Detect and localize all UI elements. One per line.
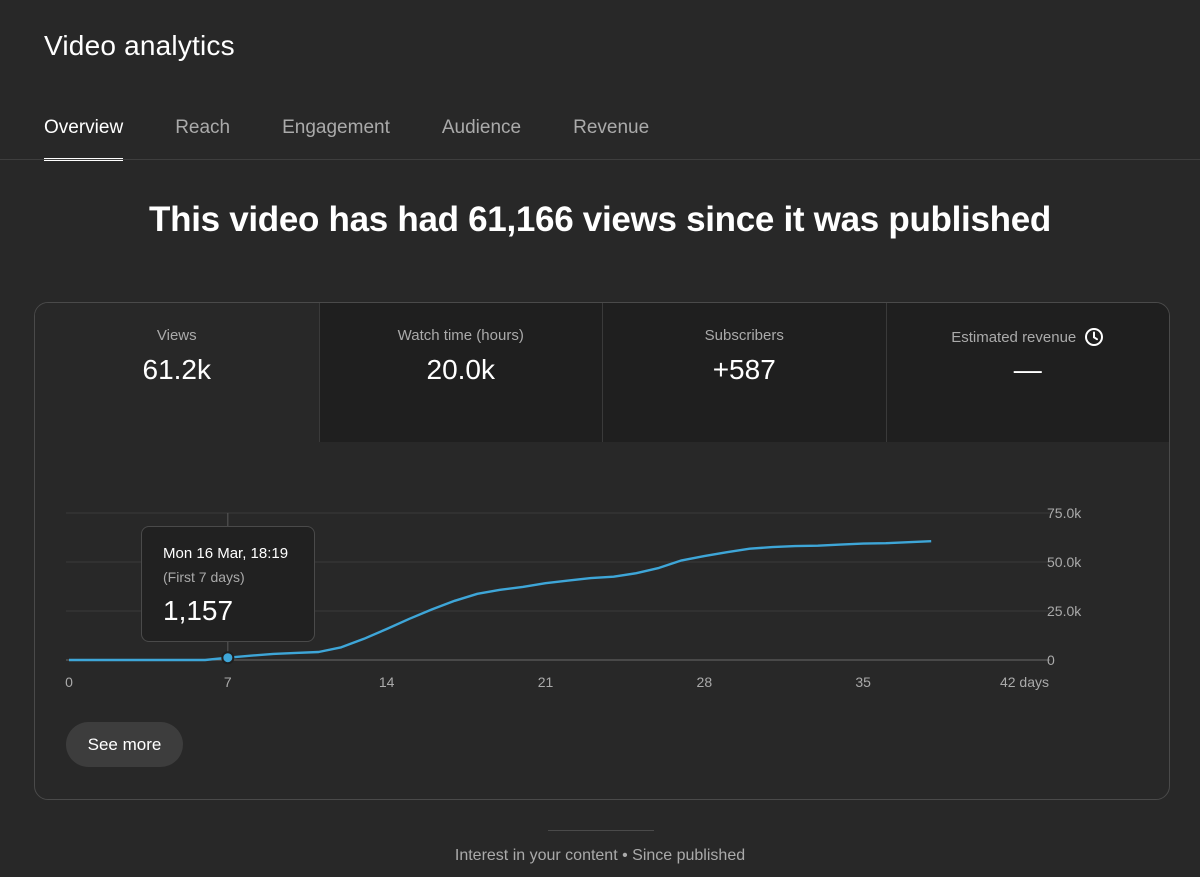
x-tick-label: 42 days — [1000, 674, 1049, 690]
tab-audience[interactable]: Audience — [441, 117, 522, 138]
tab-engagement[interactable]: Engagement — [282, 117, 390, 138]
tab-revenue[interactable]: Revenue — [573, 117, 650, 138]
highlight-point — [221, 651, 235, 665]
tooltip-value: 1,157 — [163, 595, 234, 626]
x-tick-label: 0 — [65, 674, 73, 690]
metric-value: +587 — [712, 354, 776, 385]
y-tick-label: 75.0k — [1047, 505, 1082, 521]
metric-tabs: Views 61.2k Watch time (hours) 20.0k Sub… — [35, 303, 1169, 442]
metric-views[interactable]: Views 61.2k — [35, 303, 319, 442]
metric-subscribers[interactable]: Subscribers +587 — [602, 303, 886, 442]
tooltip-subtitle: (First 7 days) — [163, 569, 245, 585]
metric-label: Subscribers — [704, 327, 784, 344]
metric-watch-time[interactable]: Watch time (hours) 20.0k — [318, 303, 602, 442]
metric-value: — — [1013, 354, 1042, 385]
y-tick-label: 50.0k — [1047, 554, 1082, 570]
series-line-views — [69, 540, 932, 662]
y-tick-label: 0 — [1047, 652, 1055, 668]
metric-label: Watch time (hours) — [397, 327, 524, 344]
chart-tooltip: Mon 16 Mar, 18:19 (First 7 days) 1,157 — [141, 526, 315, 642]
views-headline: This video has had 61,166 views since it… — [149, 200, 1051, 239]
tab-reach[interactable]: Reach — [175, 117, 231, 138]
tab-overview[interactable]: Overview — [44, 108, 124, 161]
x-tick-label: 28 — [697, 674, 713, 690]
tab-bar: Overview Reach Engagement Audience Reven… — [44, 108, 701, 161]
see-more-button[interactable]: See more — [66, 722, 183, 767]
footer-divider — [548, 830, 654, 831]
metric-value: 20.0k — [426, 354, 496, 385]
metric-value: 61.2k — [142, 354, 212, 385]
tabs-divider — [0, 159, 1200, 160]
y-tick-label: 25.0k — [1047, 603, 1082, 619]
metric-estimated-revenue[interactable]: Estimated revenue — — [885, 303, 1170, 442]
label-with-icon: Estimated revenue — [951, 327, 1104, 347]
views-line-chart[interactable]: 0 25.0k 50.0k 75.0k 0 7 14 21 28 35 42 days — [35, 303, 1169, 799]
clock-icon[interactable] — [1084, 327, 1104, 347]
x-tick-label: 35 — [855, 674, 871, 690]
metric-label: Estimated revenue — [951, 328, 1077, 346]
footer-text: Interest in your content • Since publish… — [454, 847, 746, 864]
tooltip-date: Mon 16 Mar, 18:19 — [163, 545, 289, 562]
x-tick-label: 21 — [538, 674, 554, 690]
x-tick-label: 14 — [379, 674, 395, 690]
metric-label: Views — [156, 327, 197, 344]
metric-label-row: Estimated revenue — [887, 327, 1170, 347]
x-tick-label: 7 — [224, 674, 232, 690]
analytics-card: Views 61.2k Watch time (hours) 20.0k Sub… — [34, 302, 1170, 800]
page-title: Video analytics — [44, 30, 235, 61]
